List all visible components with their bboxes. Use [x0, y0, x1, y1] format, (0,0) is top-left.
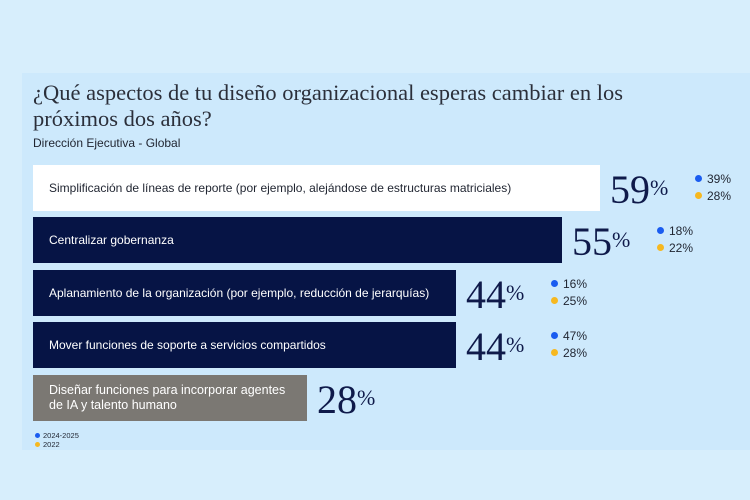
- value-number: 44: [466, 272, 506, 317]
- value-label: 59%: [610, 170, 668, 210]
- yellow-dot-icon: [551, 349, 558, 357]
- legend: 2024-2025 2022: [35, 431, 79, 449]
- comparison-v2022: 22%: [657, 240, 693, 257]
- comparison-values: 39% 28%: [695, 171, 731, 205]
- bar-label: Aplanamiento de la organización (por eje…: [49, 285, 430, 300]
- blue-dot-icon: [551, 280, 558, 288]
- yellow-dot-icon: [551, 297, 558, 305]
- value-label: 28%: [317, 380, 375, 420]
- yellow-dot-icon: [35, 441, 40, 447]
- yellow-dot-icon: [657, 244, 664, 252]
- comparison-v2024: 18%: [657, 223, 693, 240]
- comparison-v2024: 16%: [551, 276, 587, 293]
- percent-sign: %: [357, 385, 376, 410]
- percent-sign: %: [612, 227, 631, 252]
- value-label: 44%: [466, 327, 524, 367]
- value-label: 44%: [466, 275, 524, 315]
- comparison-v2022: 25%: [551, 293, 587, 310]
- bar: Mover funciones de soporte a servicios c…: [33, 322, 456, 368]
- comparison-values: 47% 28%: [551, 328, 587, 362]
- percent-sign: %: [506, 332, 525, 357]
- comparison-v2024: 47%: [551, 328, 587, 345]
- value-number: 44: [466, 324, 506, 369]
- bar-label: Simplificación de líneas de reporte (por…: [49, 180, 512, 195]
- value-number: 55: [572, 219, 612, 264]
- value-number: 59: [610, 167, 650, 212]
- blue-dot-icon: [35, 432, 40, 438]
- percent-sign: %: [650, 175, 669, 200]
- bar: Aplanamiento de la organización (por eje…: [33, 270, 456, 316]
- comparison-values: 18% 22%: [657, 223, 693, 257]
- comparison-v2022: 28%: [551, 345, 587, 362]
- comparison-values: 16% 25%: [551, 276, 587, 310]
- blue-dot-icon: [695, 175, 702, 183]
- bar: Diseñar funciones para incorporar agente…: [33, 375, 307, 421]
- bar-label: Centralizar gobernanza: [49, 232, 174, 247]
- percent-sign: %: [506, 280, 525, 305]
- legend-item-2022: 2022: [35, 440, 79, 449]
- bar-label: Diseñar funciones para incorporar agente…: [49, 383, 286, 412]
- chart-subtitle: Dirección Ejecutiva - Global: [33, 136, 181, 150]
- blue-dot-icon: [551, 332, 558, 340]
- comparison-v2024: 39%: [695, 171, 731, 188]
- value-label: 55%: [572, 222, 630, 262]
- legend-item-2024: 2024-2025: [35, 431, 79, 440]
- yellow-dot-icon: [695, 192, 702, 200]
- bar-label: Mover funciones de soporte a servicios c…: [49, 337, 326, 352]
- bar: Simplificación de líneas de reporte (por…: [33, 165, 600, 211]
- value-number: 28: [317, 377, 357, 422]
- comparison-v2022: 28%: [695, 188, 731, 205]
- bar: Centralizar gobernanza: [33, 217, 562, 263]
- blue-dot-icon: [657, 227, 664, 235]
- chart-title: ¿Qué aspectos de tu diseño organizaciona…: [33, 80, 623, 131]
